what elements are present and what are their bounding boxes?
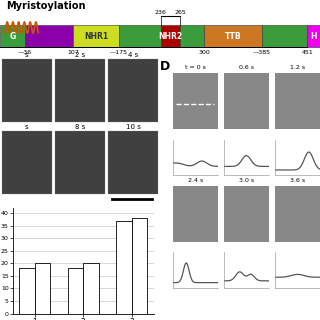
Bar: [2, 131, 52, 194]
Bar: [119, 25, 161, 47]
Text: NHR2: NHR2: [158, 32, 183, 41]
Bar: [161, 25, 180, 47]
Bar: [35, 263, 50, 314]
Text: 2 s: 2 s: [75, 52, 85, 58]
Text: 2.4 s: 2.4 s: [188, 178, 203, 183]
Text: —175: —175: [110, 50, 128, 54]
Text: 236: 236: [155, 10, 167, 15]
Bar: [275, 186, 320, 242]
Text: NHR1: NHR1: [84, 32, 108, 41]
Text: 3.6 s: 3.6 s: [290, 178, 305, 183]
Bar: [224, 73, 269, 129]
Bar: [262, 25, 307, 47]
Text: 8 s: 8 s: [75, 124, 85, 130]
Bar: [307, 25, 320, 47]
Text: 451: 451: [301, 50, 313, 54]
Bar: [25, 25, 73, 47]
Text: 4 s: 4 s: [128, 52, 139, 58]
Bar: [2, 59, 52, 122]
Bar: [108, 59, 158, 122]
Text: H: H: [310, 32, 317, 41]
Text: 1.2 s: 1.2 s: [290, 65, 305, 70]
Bar: [108, 131, 158, 194]
Bar: [173, 73, 218, 129]
Bar: [173, 186, 218, 242]
Text: 107: 107: [67, 50, 79, 54]
Text: —385: —385: [253, 50, 271, 54]
Bar: [55, 131, 105, 194]
Text: t = 0 s: t = 0 s: [185, 65, 206, 70]
Text: D: D: [160, 60, 170, 73]
Text: Myristoylation: Myristoylation: [6, 1, 86, 11]
Bar: [132, 218, 147, 314]
Bar: [224, 186, 269, 242]
Bar: [19, 268, 35, 314]
Bar: [83, 263, 99, 314]
Bar: [0, 25, 25, 47]
Bar: [55, 59, 105, 122]
Bar: [68, 268, 83, 314]
Bar: [275, 73, 320, 129]
Text: 300: 300: [198, 50, 210, 54]
Bar: [116, 220, 132, 314]
Text: —36: —36: [18, 50, 32, 54]
Text: 3.0 s: 3.0 s: [239, 178, 254, 183]
Text: s: s: [25, 52, 28, 58]
Text: s: s: [25, 124, 28, 130]
Text: G: G: [9, 32, 15, 41]
Bar: [180, 25, 204, 47]
Text: 0.6 s: 0.6 s: [239, 65, 254, 70]
Text: TTB: TTB: [225, 32, 242, 41]
Text: 265: 265: [174, 10, 186, 15]
Bar: [73, 25, 119, 47]
Text: 10 s: 10 s: [126, 124, 141, 130]
Bar: [204, 25, 262, 47]
